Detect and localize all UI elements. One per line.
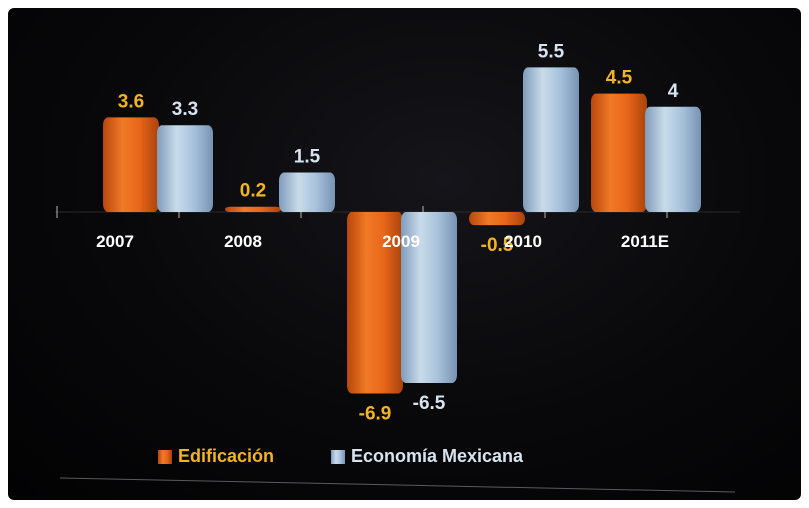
category-label: 2009 <box>382 232 420 251</box>
bar-econom-a-mexicana-2007 <box>157 125 213 212</box>
bar-edificaci-n-2007 <box>103 117 159 212</box>
data-label: 3.3 <box>172 99 198 120</box>
data-label: 4.5 <box>606 68 633 89</box>
bar-econom-a-mexicana-2010 <box>523 67 579 212</box>
legend-label: Edificación <box>178 446 274 466</box>
legend-swatch <box>331 450 345 464</box>
bar-edificaci-n-2009 <box>347 212 403 394</box>
bar-econom-a-mexicana-2009 <box>401 212 457 383</box>
labels-layer: 3.6 3.3 2007 0.2 1.5 2008 -6.9 -6.5 2009 -0.5 5.5 2… <box>96 41 679 424</box>
decorative-line <box>59 477 736 493</box>
data-label: -0.5 <box>481 235 514 256</box>
category-label: 2007 <box>96 232 134 251</box>
bar-econom-a-mexicana-2008 <box>279 172 335 212</box>
legend-swatch <box>158 450 172 464</box>
bar-edificaci-n-2008 <box>225 206 281 212</box>
category-label: 2010 <box>504 232 542 251</box>
legend-label: Economía Mexicana <box>351 446 524 466</box>
data-label: 0.2 <box>240 181 266 202</box>
legend: Edificación Economía Mexicana <box>158 446 524 466</box>
bars-layer <box>103 67 701 394</box>
category-label: 2008 <box>224 232 262 251</box>
data-label: 5.5 <box>538 41 565 62</box>
category-label: 2011E <box>621 232 669 251</box>
data-label: -6.5 <box>413 393 446 414</box>
bar-econom-a-mexicana-2011e <box>645 106 701 212</box>
data-label: 3.6 <box>118 91 144 112</box>
bar-edificaci-n-2011e <box>591 93 647 212</box>
data-label: -6.9 <box>359 403 392 424</box>
bar-edificaci-n-2010 <box>469 212 525 226</box>
data-label: 4 <box>668 81 679 102</box>
data-label: 1.5 <box>294 147 321 168</box>
